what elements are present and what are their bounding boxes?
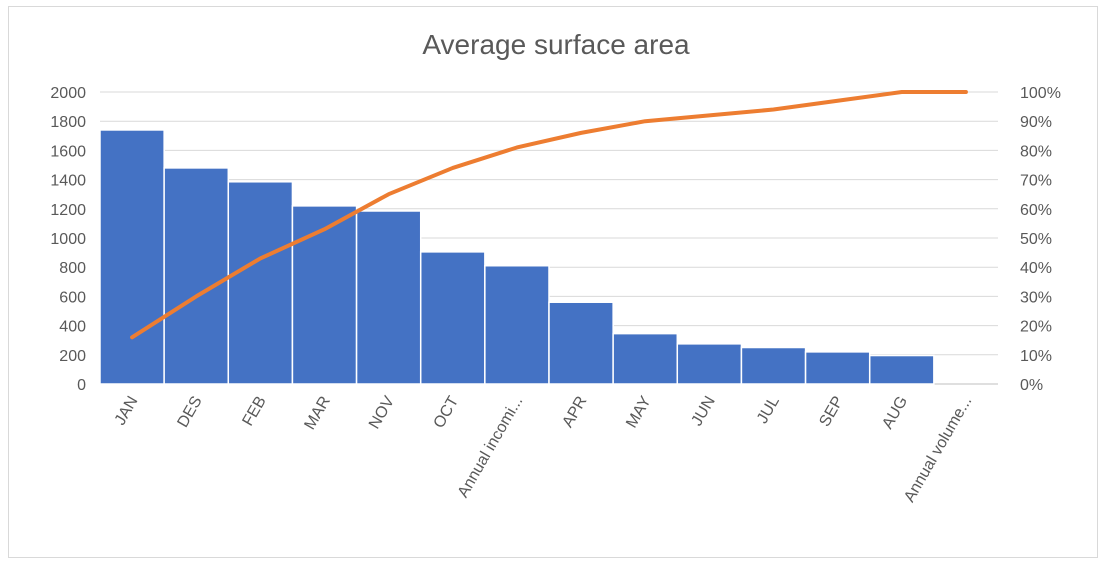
- bar: [419, 251, 486, 385]
- y-tick-label: 600: [59, 289, 86, 306]
- x-tick-label: MAY: [623, 393, 655, 431]
- y2-tick-label: 80%: [1020, 143, 1052, 160]
- y-tick-label: 200: [59, 348, 86, 365]
- x-tick-label: JUN: [689, 394, 719, 429]
- bar: [676, 343, 743, 385]
- chart-title: Average surface area: [422, 29, 690, 60]
- x-tick-label: SEP: [816, 394, 847, 430]
- x-tick-label: JUL: [754, 393, 783, 426]
- y-tick-label: 1800: [50, 114, 86, 131]
- y-tick-label: 400: [59, 319, 86, 336]
- cumulative-line: [130, 90, 968, 340]
- bar: [99, 129, 165, 385]
- y-tick-label: 1000: [50, 231, 86, 248]
- y2-tick-label: 60%: [1020, 202, 1052, 219]
- y2-tick-label: 50%: [1020, 231, 1052, 248]
- x-tick-label: FEB: [240, 394, 270, 429]
- bar: [227, 181, 294, 385]
- bars: [99, 129, 935, 385]
- bar: [548, 301, 614, 385]
- x-tick-label: Annual incomi...: [455, 394, 527, 501]
- x-tick-label: AUG: [879, 394, 911, 433]
- x-tick-label: JAN: [112, 394, 142, 429]
- bar: [291, 205, 358, 385]
- x-tick-label: APR: [559, 394, 590, 431]
- y-axis-left: 0 200 400 600 800 1000 1200 1400 1600 1800 2000: [50, 85, 86, 394]
- y2-tick-label: 30%: [1020, 289, 1052, 306]
- x-tick-label: MAR: [301, 394, 334, 433]
- y-tick-label: 2000: [50, 85, 86, 102]
- x-tick-label: Annual volume...: [901, 394, 975, 506]
- y-axis-right: 0% 10% 20% 30% 40% 50% 60% 70% 80% 90% 100%: [1020, 85, 1061, 394]
- y2-tick-label: 100%: [1020, 85, 1061, 102]
- y-tick-label: 0: [77, 377, 86, 394]
- x-tick-label: OCT: [431, 393, 463, 431]
- y2-tick-label: 20%: [1020, 319, 1052, 336]
- bar: [868, 354, 935, 385]
- bar: [163, 167, 230, 385]
- y2-tick-label: 90%: [1020, 114, 1052, 131]
- bar: [804, 351, 871, 385]
- y2-tick-label: 0%: [1020, 377, 1043, 394]
- y2-tick-label: 10%: [1020, 348, 1052, 365]
- bar: [355, 210, 422, 385]
- x-tick-label: DES: [175, 394, 206, 431]
- y-tick-label: 800: [59, 260, 86, 277]
- y2-tick-label: 40%: [1020, 260, 1052, 277]
- x-tick-label: NOV: [366, 393, 398, 432]
- bar: [612, 332, 679, 385]
- bar: [484, 264, 550, 385]
- bar: [740, 346, 807, 385]
- y-tick-label: 1600: [50, 143, 86, 160]
- y2-tick-label: 70%: [1020, 173, 1052, 190]
- y-tick-label: 1400: [50, 173, 86, 190]
- y-tick-label: 1200: [50, 202, 86, 219]
- cumulative-percentage-line: [130, 90, 968, 340]
